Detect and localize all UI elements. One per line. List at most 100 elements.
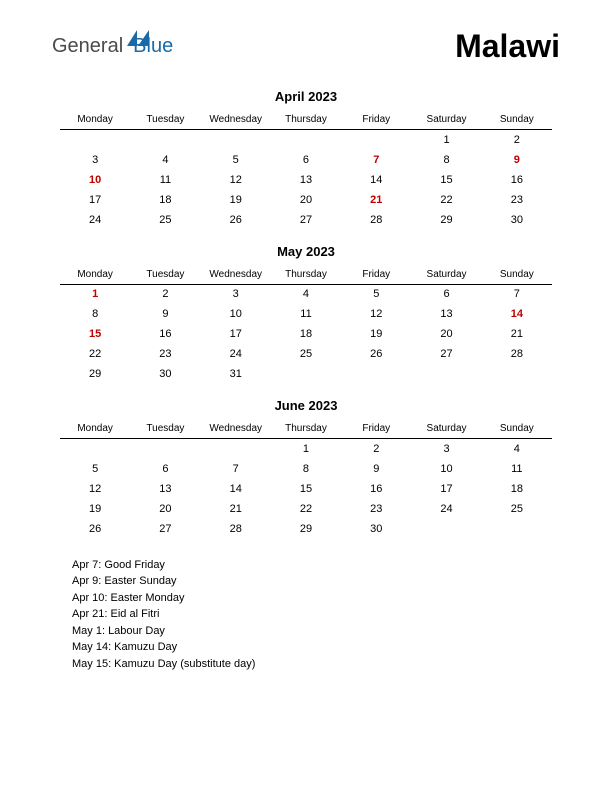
weekday-header: Thursday [271, 265, 341, 285]
calendar-day-cell: 28 [482, 344, 552, 364]
calendar-day-cell: 3 [411, 439, 481, 459]
weekday-header: Friday [341, 110, 411, 130]
holiday-entry: May 1: Labour Day [72, 623, 540, 640]
calendar-day-cell: 3 [201, 284, 271, 304]
calendar-week-row: 1234 [60, 439, 552, 459]
calendar-day-cell: 27 [130, 519, 200, 539]
logo: General Blue [52, 30, 173, 63]
calendar-week-row: 1234567 [60, 284, 552, 304]
calendar-day-cell: 13 [271, 170, 341, 190]
weekday-header: Thursday [271, 419, 341, 439]
calendar-day-cell: 21 [201, 499, 271, 519]
calendar-day-cell: 11 [130, 170, 200, 190]
calendar-day-cell: 18 [482, 479, 552, 499]
calendar-day-cell: 12 [201, 170, 271, 190]
calendar-day-cell: 27 [271, 210, 341, 230]
holiday-entry: May 15: Kamuzu Day (substitute day) [72, 656, 540, 673]
weekday-header: Saturday [411, 265, 481, 285]
calendar-day-cell: 21 [341, 190, 411, 210]
calendar-day-cell: 11 [271, 304, 341, 324]
calendar-day-cell [341, 364, 411, 384]
holiday-entry: Apr 10: Easter Monday [72, 590, 540, 607]
calendar-table: MondayTuesdayWednesdayThursdayFridaySatu… [60, 265, 552, 385]
calendar-week-row: 22232425262728 [60, 344, 552, 364]
calendar-day-cell: 30 [130, 364, 200, 384]
calendar-day-cell: 25 [271, 344, 341, 364]
calendar-day-cell: 15 [60, 324, 130, 344]
calendar-day-cell: 30 [482, 210, 552, 230]
calendar-day-cell: 25 [130, 210, 200, 230]
weekday-header: Sunday [482, 419, 552, 439]
weekday-header: Wednesday [201, 265, 271, 285]
calendar-day-cell: 17 [411, 479, 481, 499]
calendar-day-cell [411, 519, 481, 539]
calendar-day-cell [482, 364, 552, 384]
weekday-header: Saturday [411, 110, 481, 130]
calendar-day-cell: 24 [411, 499, 481, 519]
calendar-day-cell: 31 [201, 364, 271, 384]
page-title: Malawi [455, 28, 560, 65]
calendar-day-cell: 19 [60, 499, 130, 519]
month-block: April 2023MondayTuesdayWednesdayThursday… [60, 89, 552, 230]
weekday-header: Tuesday [130, 265, 200, 285]
calendar-day-cell: 12 [60, 479, 130, 499]
weekday-header: Monday [60, 265, 130, 285]
calendar-day-cell: 9 [482, 150, 552, 170]
calendar-day-cell: 26 [60, 519, 130, 539]
calendar-week-row: 10111213141516 [60, 170, 552, 190]
calendar-week-row: 15161718192021 [60, 324, 552, 344]
calendar-day-cell: 12 [341, 304, 411, 324]
calendar-day-cell [271, 364, 341, 384]
calendar-day-cell: 6 [130, 459, 200, 479]
calendar-day-cell: 23 [482, 190, 552, 210]
calendar-day-cell: 17 [60, 190, 130, 210]
calendar-day-cell [271, 130, 341, 150]
holidays-list: Apr 7: Good FridayApr 9: Easter SundayAp… [0, 539, 612, 673]
calendar-week-row: 567891011 [60, 459, 552, 479]
calendar-day-cell: 28 [341, 210, 411, 230]
calendar-day-cell: 29 [60, 364, 130, 384]
holiday-entry: Apr 21: Eid al Fitri [72, 606, 540, 623]
calendar-day-cell: 5 [341, 284, 411, 304]
calendar-day-cell: 30 [341, 519, 411, 539]
calendar-week-row: 2627282930 [60, 519, 552, 539]
calendar-day-cell: 24 [60, 210, 130, 230]
header: General Blue Malawi [0, 0, 612, 75]
calendar-day-cell: 22 [60, 344, 130, 364]
calendar-day-cell: 29 [411, 210, 481, 230]
calendar-day-cell: 6 [271, 150, 341, 170]
calendar-day-cell: 8 [271, 459, 341, 479]
calendar-day-cell: 21 [482, 324, 552, 344]
calendar-day-cell: 18 [130, 190, 200, 210]
weekday-header: Friday [341, 265, 411, 285]
calendar-week-row: 3456789 [60, 150, 552, 170]
calendar-day-cell: 19 [341, 324, 411, 344]
calendar-day-cell [130, 439, 200, 459]
month-title: June 2023 [60, 398, 552, 413]
calendar-week-row: 12131415161718 [60, 479, 552, 499]
calendar-day-cell: 23 [130, 344, 200, 364]
calendar-day-cell: 4 [271, 284, 341, 304]
calendar-day-cell: 11 [482, 459, 552, 479]
calendar-day-cell: 4 [482, 439, 552, 459]
calendar-day-cell [130, 130, 200, 150]
calendar-day-cell: 26 [201, 210, 271, 230]
calendar-table: MondayTuesdayWednesdayThursdayFridaySatu… [60, 419, 552, 539]
calendar-week-row: 24252627282930 [60, 210, 552, 230]
calendar-day-cell: 2 [341, 439, 411, 459]
calendar-day-cell: 14 [482, 304, 552, 324]
calendar-day-cell: 28 [201, 519, 271, 539]
calendar-day-cell: 1 [60, 284, 130, 304]
calendar-day-cell: 1 [271, 439, 341, 459]
calendar-day-cell: 7 [201, 459, 271, 479]
holiday-entry: Apr 7: Good Friday [72, 557, 540, 574]
calendar-day-cell: 20 [130, 499, 200, 519]
month-block: June 2023 MondayTuesdayWednesdayThursdayF… [60, 398, 552, 539]
calendars-container: April 2023MondayTuesdayWednesdayThursday… [0, 89, 612, 539]
calendar-day-cell: 29 [271, 519, 341, 539]
weekday-header: Wednesday [201, 419, 271, 439]
calendar-day-cell: 16 [130, 324, 200, 344]
calendar-day-cell: 6 [411, 284, 481, 304]
calendar-week-row: 19202122232425 [60, 499, 552, 519]
calendar-day-cell [60, 130, 130, 150]
